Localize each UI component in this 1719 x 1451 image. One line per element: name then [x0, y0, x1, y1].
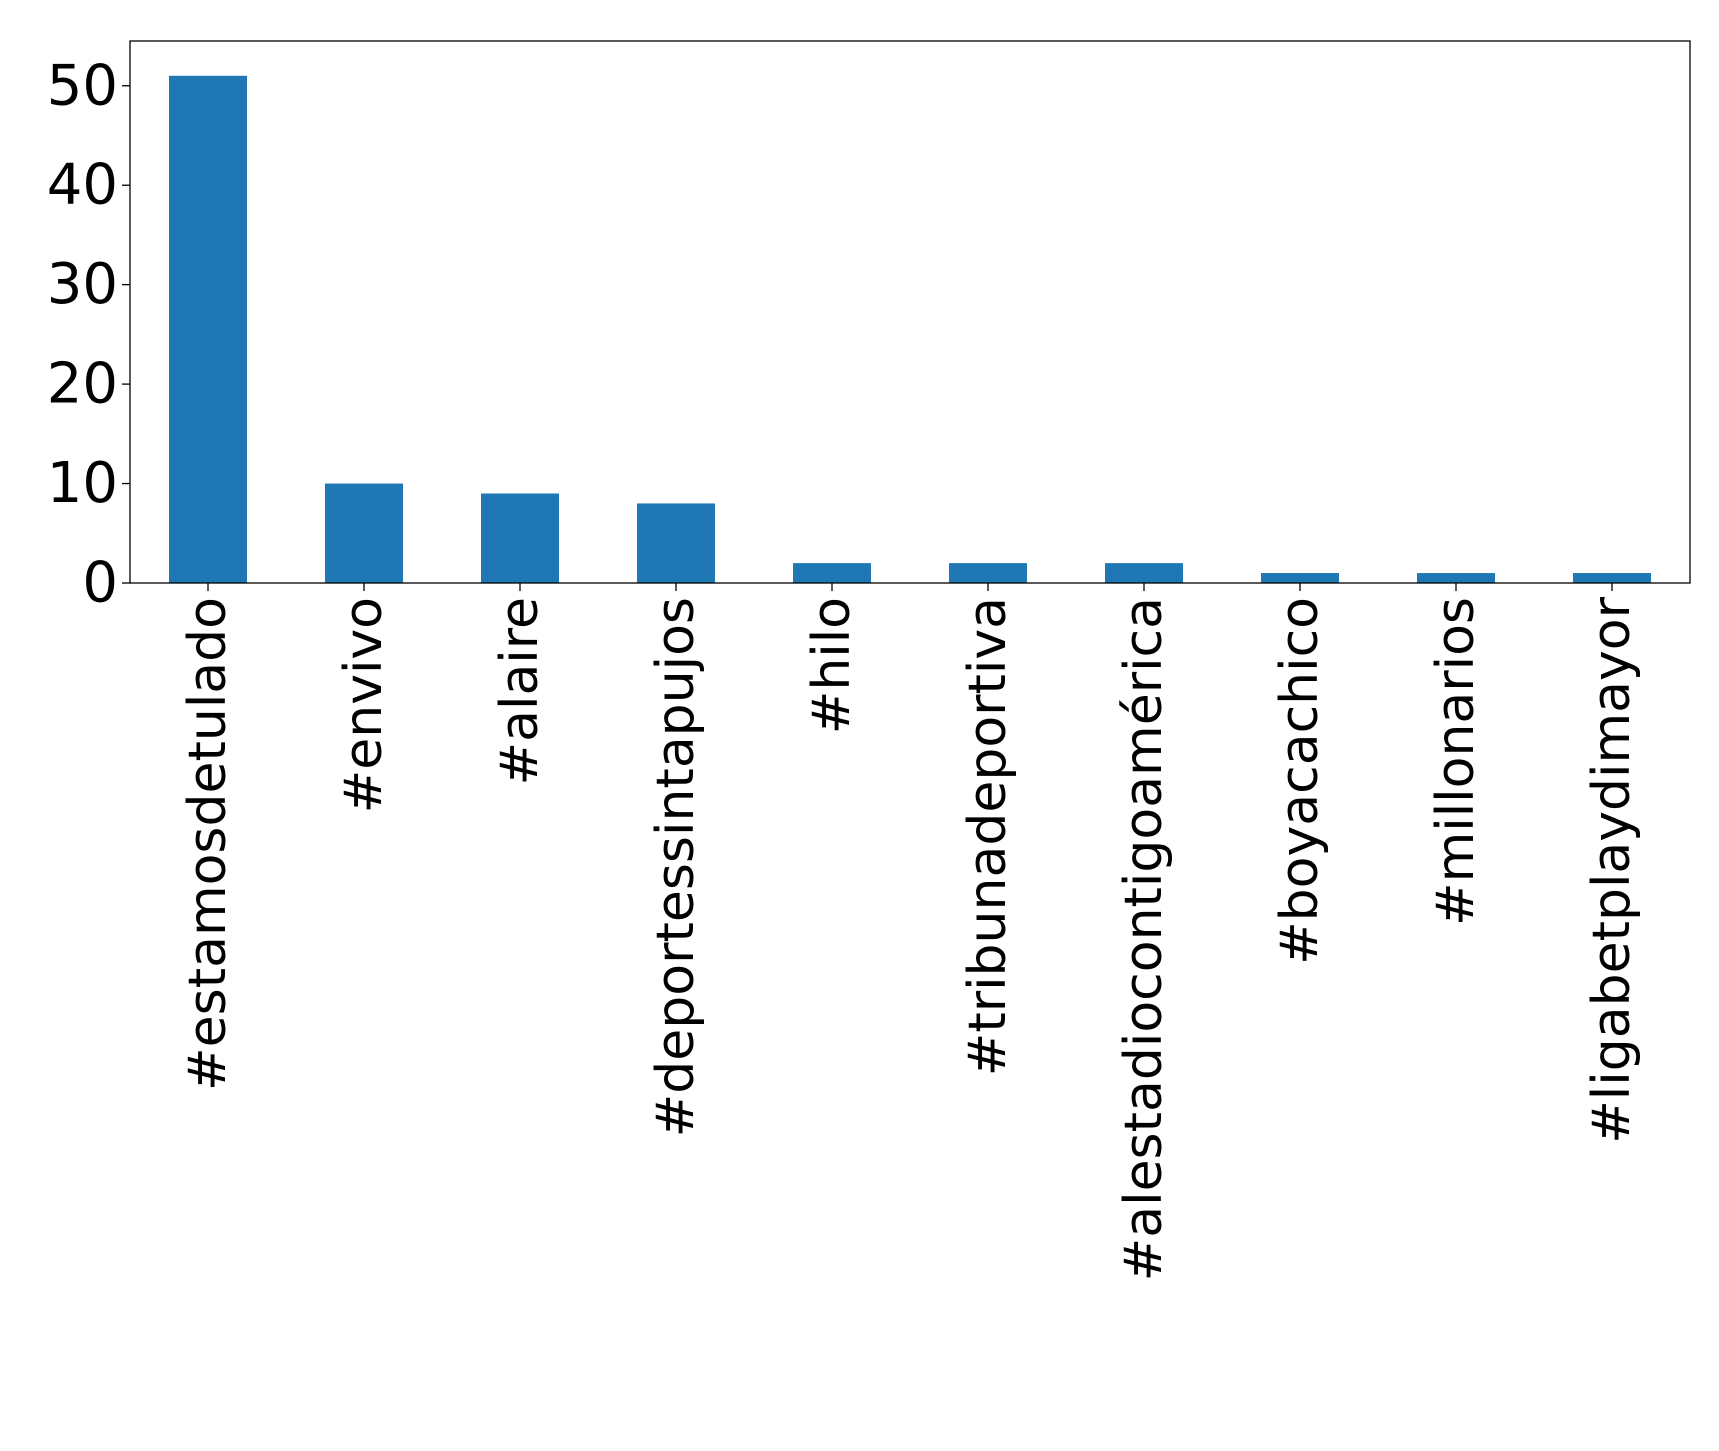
plot-frame	[129, 40, 1691, 584]
bar	[325, 483, 403, 583]
bar	[1417, 573, 1495, 583]
bar	[949, 563, 1027, 583]
bar	[793, 563, 871, 583]
x-tick-label: #millonarios	[1426, 597, 1486, 926]
x-tick-label: #boyacachico	[1270, 597, 1330, 965]
bar	[637, 503, 715, 583]
bars-layer	[169, 75, 1651, 583]
x-tick-label: #alestadiocontigoamérica	[1114, 597, 1174, 1281]
x-tick-label: #hilo	[802, 597, 862, 734]
x-tick-label: #ligabetplaydimayor	[1582, 596, 1642, 1143]
x-tick-label: #tribunadeportiva	[958, 597, 1018, 1076]
y-axis: 0 10 20 30 40 50	[47, 53, 130, 616]
y-tick-label: 0	[82, 551, 118, 616]
x-tick-label: #deportessintapujos	[646, 597, 706, 1137]
x-tick-label: #envivo	[334, 597, 394, 813]
x-tick-label: #alaire	[490, 597, 550, 785]
bar	[1573, 573, 1651, 583]
y-tick-label: 20	[47, 352, 118, 417]
y-tick-label: 10	[47, 451, 118, 516]
bar	[481, 493, 559, 583]
y-tick-label: 40	[47, 153, 118, 218]
bar	[169, 75, 247, 583]
x-axis: #estamosdetulado #envivo #alaire #deportess…	[178, 583, 1642, 1281]
y-tick-label: 50	[47, 53, 118, 118]
y-tick-label: 30	[47, 252, 118, 317]
bar	[1105, 563, 1183, 583]
bar	[1261, 573, 1339, 583]
x-tick-label: #estamosdetulado	[178, 597, 238, 1091]
